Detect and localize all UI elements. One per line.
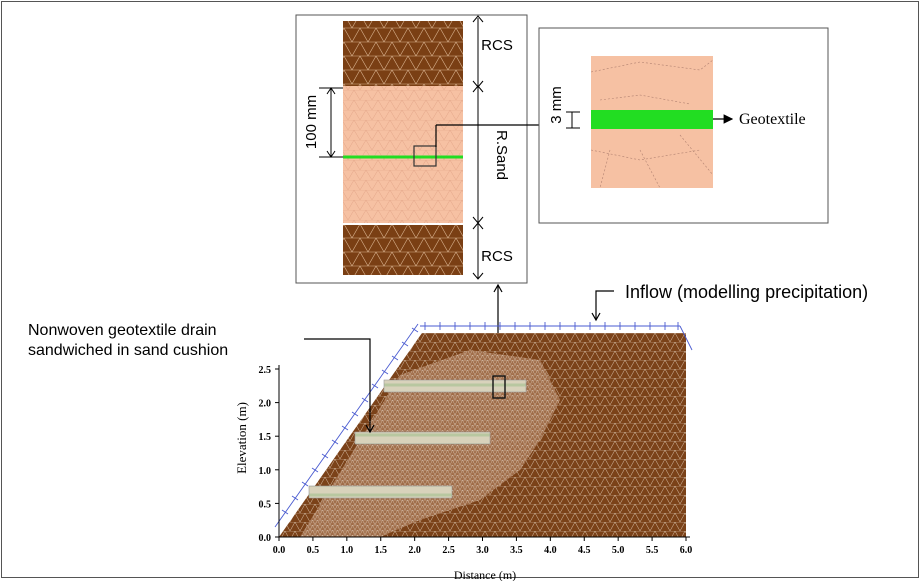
- x-tick-label: 3.0: [476, 545, 489, 556]
- x-tick-label: 1.0: [341, 545, 354, 556]
- x-tick-label: 5.0: [612, 545, 625, 556]
- y-tick-label: 1.0: [259, 466, 272, 477]
- x-tick-label: 1.5: [375, 545, 388, 556]
- label-rcs-top: RCS: [481, 37, 513, 54]
- x-tick-label: 2.0: [408, 545, 421, 556]
- drain-lower: [308, 485, 453, 499]
- sample-column-detail: RCS RCS R.Sand 100 mm: [295, 14, 580, 284]
- inflow-boundary-markers: [274, 322, 693, 528]
- slope-model: 0.0 0.5 1.0 1.5 2.0 2.5 3.0 3.5 4.0 4.5 5.0 5.5 6.0 …: [234, 322, 693, 581]
- label-100mm: 100 mm: [303, 95, 320, 149]
- drain-pointer: [304, 338, 371, 432]
- label-drain-line1: Nonwoven geotextile drain: [28, 322, 217, 339]
- zoom-geotextile: [591, 110, 713, 129]
- label-rcs-bottom: RCS: [481, 248, 513, 265]
- geotextile-zoom-inset: Geotextile 3 mm: [538, 27, 829, 224]
- x-tick-label: 2.5: [442, 545, 455, 556]
- y-tick-label: 0.0: [259, 533, 272, 544]
- x-tick-label: 5.5: [646, 545, 659, 556]
- x-tick-label: 0.5: [307, 545, 320, 556]
- x-tick-label: 4.0: [544, 545, 557, 556]
- label-3mm: 3 mm: [548, 86, 565, 124]
- sample-location-box: [492, 375, 506, 399]
- x-tick-label: 3.5: [510, 545, 523, 556]
- y-ticks: 0.0 0.5 1.0 1.5 2.0 2.5: [259, 365, 279, 544]
- y-tick-label: 1.5: [259, 432, 272, 443]
- rcs-bottom-layer: [343, 225, 463, 275]
- x-tick-label: 6.0: [680, 545, 693, 556]
- drain-upper: [383, 379, 527, 393]
- x-tick-label: 4.5: [578, 545, 591, 556]
- x-tick-label: 0.0: [273, 545, 286, 556]
- zoom-window-box: [413, 145, 437, 167]
- y-tick-label: 0.5: [259, 499, 272, 510]
- label-r-sand: R.Sand: [493, 130, 510, 180]
- x-ticks: 0.0 0.5 1.0 1.5 2.0 2.5 3.0 3.5 4.0 4.5 5.0 5.5 6.0: [273, 537, 693, 556]
- reinforced-sand-layer: [343, 86, 463, 223]
- inflow-pointer: [595, 290, 614, 320]
- drain-middle: [354, 431, 491, 445]
- y-axis-label: Elevation (m): [234, 402, 249, 474]
- y-tick-label: 2.0: [259, 399, 272, 410]
- label-inflow: Inflow (modelling precipitation): [625, 282, 868, 302]
- rcs-top-layer: [343, 21, 463, 86]
- label-drain-line2: sandwiched in sand cushion: [28, 342, 228, 359]
- y-tick-label: 2.5: [259, 365, 272, 376]
- x-axis-label: Distance (m): [454, 568, 516, 581]
- label-geotextile: Geotextile: [739, 111, 806, 128]
